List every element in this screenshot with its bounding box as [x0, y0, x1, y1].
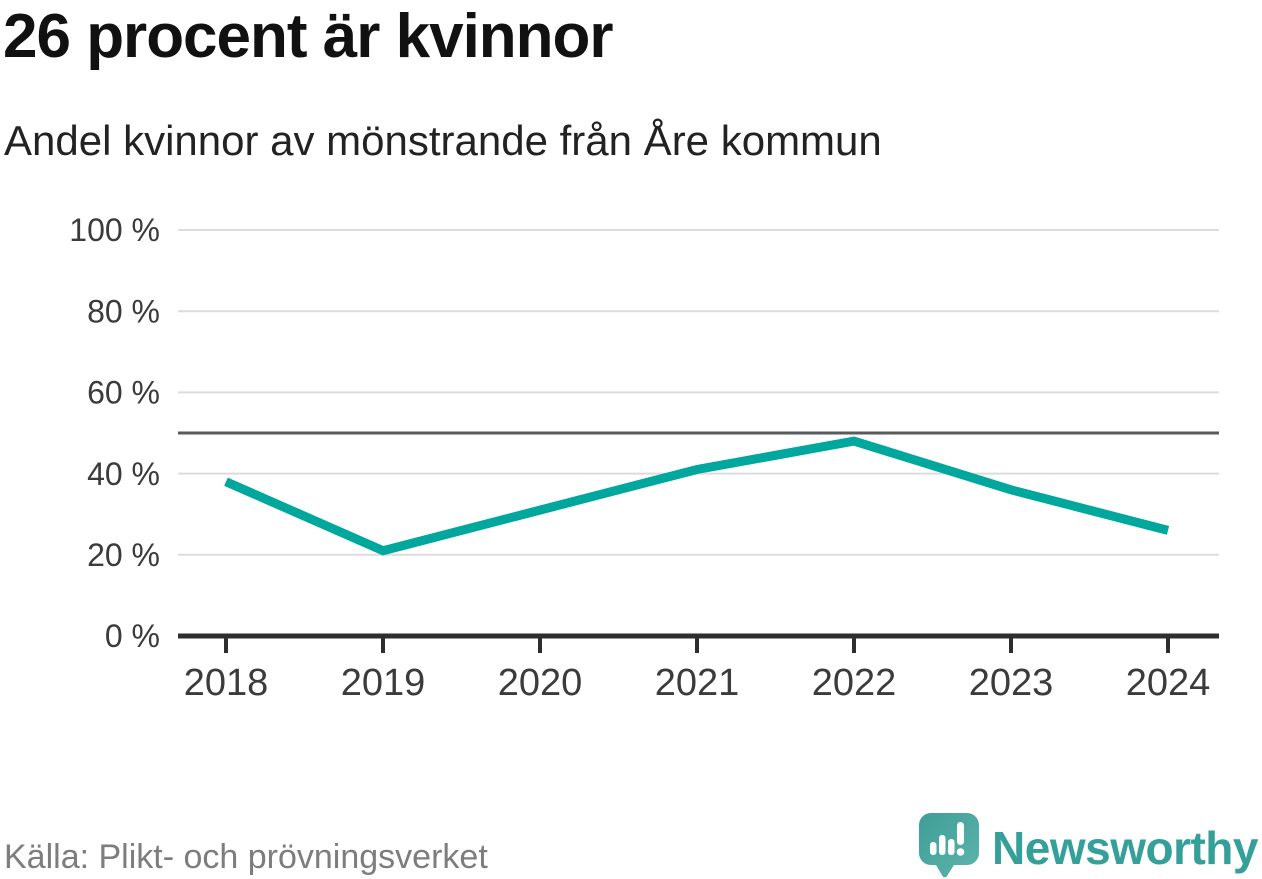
- svg-text:2022: 2022: [812, 662, 897, 704]
- bar-chart-icon: [930, 822, 965, 856]
- svg-text:80 %: 80 %: [87, 293, 160, 329]
- svg-text:100 %: 100 %: [69, 212, 160, 248]
- line-chart-svg: 100 % 80 % 60 % 40 % 20 % 0 % 2018 2019 2020 2021…: [69, 212, 1219, 704]
- svg-text:0 %: 0 %: [105, 618, 160, 654]
- svg-text:20 %: 20 %: [87, 537, 160, 573]
- newsworthy-wordmark: Newsworthy: [992, 821, 1258, 874]
- svg-text:2024: 2024: [1126, 662, 1211, 704]
- svg-text:40 %: 40 %: [87, 456, 160, 492]
- svg-text:2018: 2018: [184, 662, 269, 704]
- svg-text:2019: 2019: [341, 662, 426, 704]
- svg-text:2023: 2023: [969, 662, 1054, 704]
- svg-text:60 %: 60 %: [87, 375, 160, 411]
- line-chart: 100 % 80 % 60 % 40 % 20 % 0 % 2018 2019 2020 2021…: [0, 190, 1262, 710]
- svg-text:2020: 2020: [498, 662, 583, 704]
- source-note: Källa: Plikt- och prövningsverket: [4, 838, 488, 876]
- svg-text:2021: 2021: [655, 662, 740, 704]
- chart-subtitle: Andel kvinnor av mönstrande från Åre kom…: [4, 117, 882, 164]
- chart-title: 26 procent är kvinnor: [3, 2, 614, 71]
- newsworthy-logo: Newsworthy: [918, 812, 1258, 879]
- newsworthy-logo-icon: [918, 812, 980, 879]
